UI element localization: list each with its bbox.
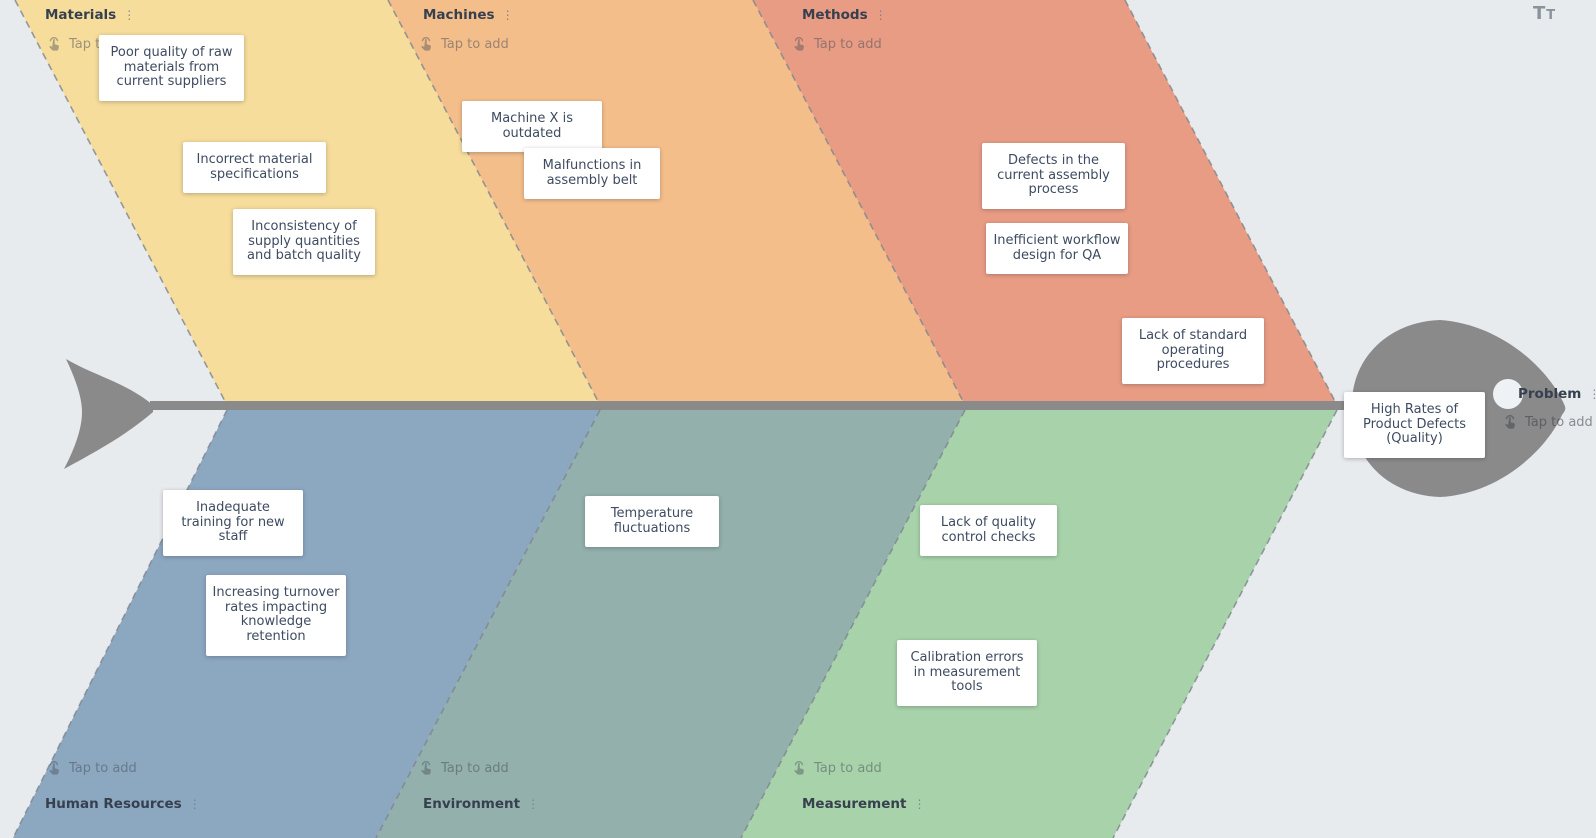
- category-header-measurement: Measurement ⋮: [802, 796, 925, 812]
- rib-line: [1124, 0, 1338, 406]
- region-environment[interactable]: [376, 410, 965, 838]
- tap-to-add-label: Tap to add: [69, 760, 137, 776]
- category-header-problem: Problem ⋮: [1518, 386, 1596, 402]
- tap-icon: [421, 761, 431, 775]
- category-menu-icon[interactable]: ⋮: [123, 8, 136, 22]
- cause-card[interactable]: Inconsistency of supply quantities and b…: [233, 209, 375, 276]
- category-menu-icon[interactable]: ⋮: [501, 8, 514, 22]
- rib-line: [752, 0, 966, 406]
- problem-card[interactable]: High Rates of Product Defects (Quality): [1344, 392, 1485, 459]
- tap-to-add-machines[interactable]: Tap to add: [418, 36, 509, 52]
- tap-to-add-human-resources[interactable]: Tap to add: [46, 760, 137, 776]
- tap-icon: [49, 37, 59, 51]
- category-header-human-resources: Human Resources ⋮: [45, 796, 201, 812]
- category-menu-icon[interactable]: ⋮: [1588, 387, 1596, 401]
- category-label: Methods: [802, 7, 868, 23]
- cause-card[interactable]: Malfunctions in assembly belt: [524, 148, 660, 200]
- cause-card[interactable]: Incorrect material specifications: [183, 142, 326, 194]
- cause-card[interactable]: Lack of quality control checks: [920, 505, 1057, 557]
- category-header-machines: Machines ⋮: [423, 7, 514, 23]
- category-menu-icon[interactable]: ⋮: [527, 797, 540, 811]
- category-label: Environment: [423, 796, 521, 812]
- cause-card[interactable]: Defects in the current assembly process: [982, 143, 1125, 210]
- tap-to-add-problem[interactable]: Tap to add: [1502, 414, 1593, 430]
- cause-card[interactable]: Inefficient workflow design for QA: [986, 223, 1128, 275]
- fish-tail: [64, 359, 153, 469]
- category-header-materials: Materials ⋮: [45, 7, 135, 23]
- cause-card[interactable]: Inadequate training for new staff: [163, 490, 303, 557]
- category-header-methods: Methods ⋮: [802, 7, 887, 23]
- rib-line: [12, 409, 228, 838]
- cause-card[interactable]: Lack of standard operating procedures: [1122, 318, 1264, 385]
- cause-card[interactable]: Poor quality of raw materials from curre…: [99, 35, 244, 102]
- tap-icon: [49, 761, 59, 775]
- tap-to-add-label: Tap to add: [441, 760, 509, 776]
- tap-to-add-methods[interactable]: Tap to add: [791, 36, 882, 52]
- category-menu-icon[interactable]: ⋮: [874, 8, 887, 22]
- tap-to-add-label: Tap to add: [814, 760, 882, 776]
- fish-eye: [1493, 379, 1523, 409]
- category-menu-icon[interactable]: ⋮: [913, 797, 926, 811]
- rib-line: [740, 409, 966, 838]
- tap-icon: [421, 37, 431, 51]
- tap-icon: [794, 37, 804, 51]
- text-size-button[interactable]: Tt: [1533, 3, 1557, 24]
- region-measurement[interactable]: [741, 410, 1337, 838]
- fish-spine: [150, 401, 1346, 410]
- tap-to-add-label: Tap to add: [1525, 414, 1593, 430]
- tap-to-add-label: Tap to add: [814, 36, 882, 52]
- tap-to-add-environment[interactable]: Tap to add: [418, 760, 509, 776]
- tap-icon: [794, 761, 804, 775]
- cause-card[interactable]: Calibration errors in measurement tools: [897, 640, 1037, 707]
- category-label: Problem: [1518, 386, 1582, 402]
- rib-line: [375, 409, 601, 838]
- category-menu-icon[interactable]: ⋮: [188, 797, 201, 811]
- rib-line: [14, 0, 228, 406]
- rib-line: [387, 0, 601, 406]
- rib-line: [1112, 409, 1338, 838]
- region-materials[interactable]: [15, 0, 600, 405]
- category-header-environment: Environment ⋮: [423, 796, 539, 812]
- category-label: Measurement: [802, 796, 907, 812]
- tap-to-add-measurement[interactable]: Tap to add: [791, 760, 882, 776]
- cause-card[interactable]: Machine X is outdated: [462, 101, 602, 153]
- category-label: Human Resources: [45, 796, 182, 812]
- cause-card[interactable]: Temperature fluctuations: [585, 496, 719, 548]
- category-label: Materials: [45, 7, 117, 23]
- tap-icon: [1505, 415, 1515, 429]
- category-label: Machines: [423, 7, 495, 23]
- tap-to-add-label: Tap to add: [441, 36, 509, 52]
- cause-card[interactable]: Increasing turnover rates impacting know…: [206, 575, 346, 656]
